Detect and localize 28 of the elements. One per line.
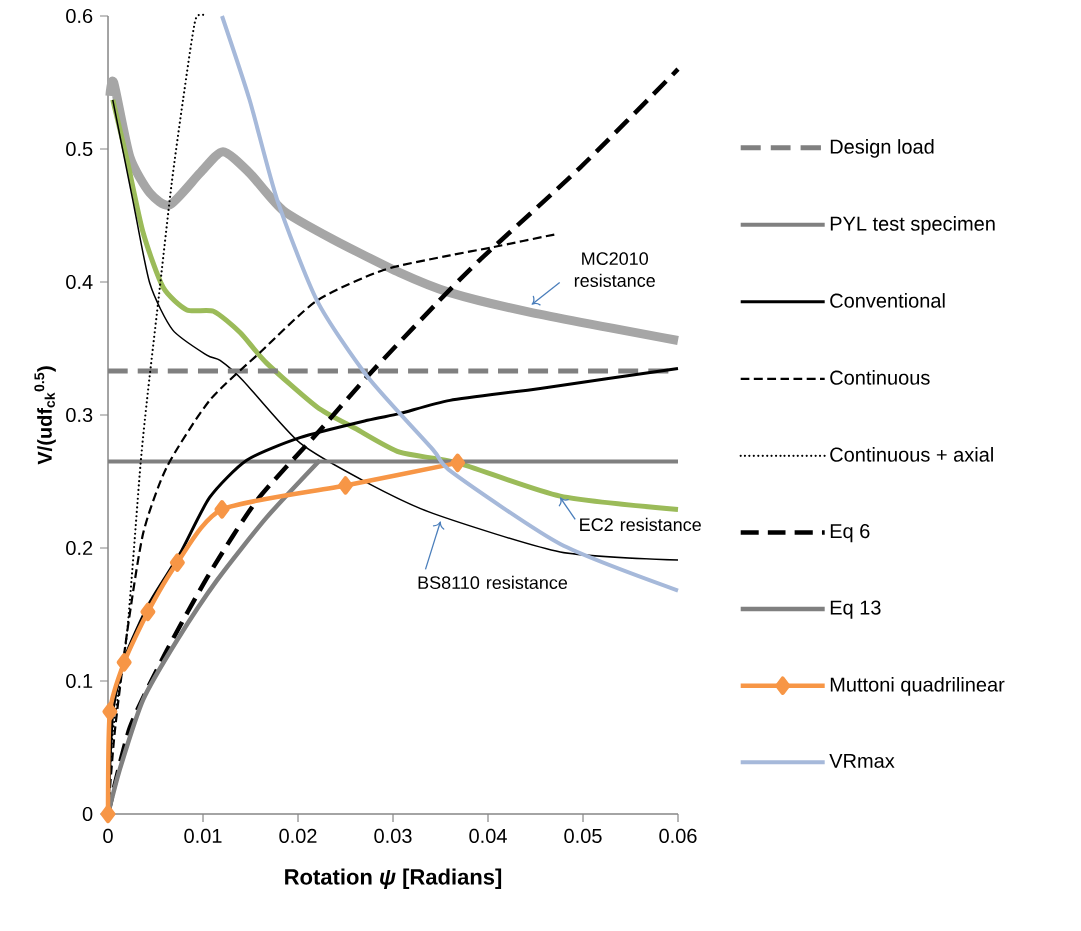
x-axis-title: Rotation ψ [Radians] [285,868,502,890]
x-tick-label: 0.01 [184,828,222,843]
y-tick-label: 0.5 [66,141,93,157]
legend-label: Eq 13 [830,600,881,619]
legend-label: Muttoni quadrilinear [830,676,1005,696]
x-tick-label: 0.03 [374,828,412,843]
legend-label: Continuous + axial [830,447,993,462]
x-tick-label: 0.06 [659,828,697,843]
y-tick-label: 0.2 [66,540,93,556]
x-tick-label: 0.05 [564,828,602,843]
annotation: EC2 resistance [580,517,701,532]
x-tick-label: 0 [103,828,113,843]
legend-label: PYL test specimen [830,216,995,235]
y-axis-title: V/(udf$_{ck}$$^{0.5}$) [34,366,56,465]
legend-label: Conventional [830,293,945,308]
y-tick-label: 0.3 [66,407,93,423]
y-tick-label: 0.6 [66,8,93,24]
y-tick-label: 0.1 [66,673,93,689]
legend-label: VRmax [829,753,895,768]
legend-label: Design load [830,139,934,158]
x-tick-label: 0.04 [469,828,507,843]
x-tick-label: 0.02 [279,828,317,843]
legend-label: Continuous [830,370,930,385]
annotation: BS8110 resistance [418,575,568,589]
y-tick-label: 0 [82,806,93,822]
legend-label: Eq 6 [830,524,870,543]
annotation: MC2010 resistance [574,252,655,287]
y-tick-label: 0.4 [66,274,93,290]
